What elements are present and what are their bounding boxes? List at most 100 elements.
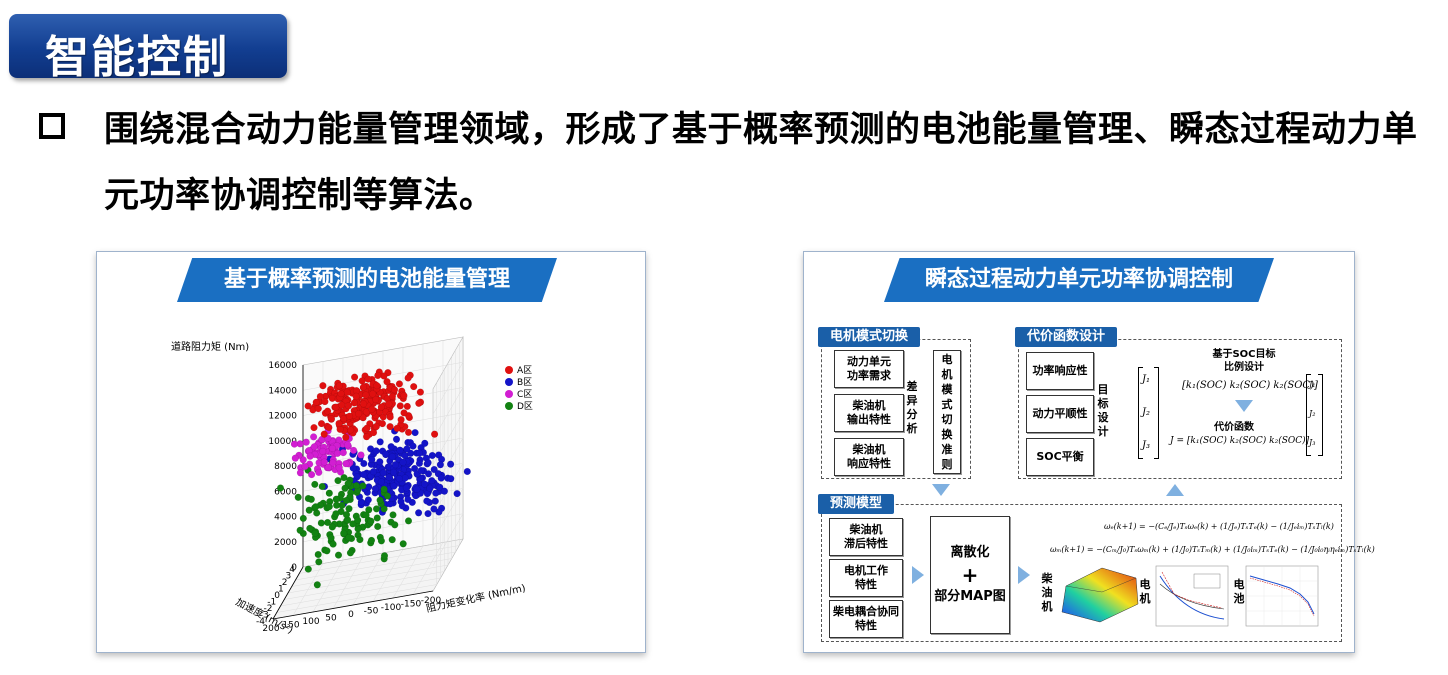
scatter-point: [424, 510, 432, 518]
z-axis-label: 道路阻力矩 (Nm): [171, 340, 249, 353]
scatter-point: [351, 373, 359, 381]
scatter-point: [320, 458, 328, 466]
scatter-point: [380, 372, 388, 380]
scatter-point: [392, 435, 401, 443]
cost-item-2: 动力平顺性: [1026, 395, 1094, 433]
scatter-point: [396, 446, 404, 454]
soc-down-arrow: [1235, 400, 1253, 412]
scatter-point: [350, 446, 358, 454]
battery-curve-plot: [1245, 565, 1319, 627]
scatter-point: [364, 496, 372, 504]
x-tick-label: 0: [348, 610, 354, 620]
predict-model-title: 预测模型: [818, 494, 895, 514]
scatter-point: [329, 459, 337, 467]
legend-label: C区: [517, 389, 532, 400]
z-tick-label: 16000: [268, 361, 297, 371]
y-axis-line: [272, 566, 304, 620]
z-tick-label: 2000: [274, 538, 297, 548]
grid-line: [412, 542, 444, 595]
scatter-point: [380, 552, 389, 560]
scatter-point: [395, 475, 403, 483]
scatter-point: [400, 392, 408, 400]
scatter-point: [319, 382, 327, 390]
scatter-point: [369, 429, 378, 437]
scatter-point: [390, 386, 399, 394]
j3-label: J₃: [1142, 440, 1151, 451]
z-tick-label: 12000: [268, 412, 297, 422]
scatter-point: [388, 536, 396, 544]
section-title-tab: 智能控制: [9, 14, 287, 83]
x-tick-label: -200: [421, 596, 442, 606]
scatter-point: [354, 525, 362, 533]
scatter-point: [365, 483, 373, 491]
scatter-point: [426, 484, 434, 492]
z-tick-label: 0: [291, 563, 297, 573]
scatter-point: [387, 443, 395, 451]
scatter-point: [386, 413, 394, 421]
scatter-point: [415, 399, 423, 407]
j-vector-bracket-left: [1138, 367, 1143, 459]
battery-label: 电池: [1233, 578, 1245, 605]
scatter-point: [291, 454, 299, 462]
scatter-point: [317, 420, 326, 428]
scatter-point: [306, 524, 314, 532]
scatter-point: [311, 529, 319, 537]
scatter-point: [421, 480, 429, 488]
scatter-point: [310, 433, 318, 441]
scatter-point: [327, 415, 335, 423]
scatter-point: [386, 423, 394, 431]
x-tick-label: -50: [364, 607, 379, 617]
discretize-box: 离散化 + 部分MAP图: [930, 516, 1010, 634]
scatter-point: [306, 452, 314, 460]
soc-target-title: 基于SOC目标 比例设计: [1212, 349, 1276, 373]
scatter-point: [391, 461, 400, 469]
motor-switch-title: 电机模式切换: [818, 327, 921, 347]
diesel-map-surface: [1061, 567, 1139, 623]
target-design-label: 目标设计: [1097, 383, 1109, 438]
scatter-point: [385, 400, 393, 408]
scatter-point: [364, 375, 372, 383]
scatter-point: [440, 487, 448, 495]
scatter-point: [430, 465, 438, 474]
scatter-point: [379, 469, 387, 477]
scatter-point: [369, 468, 378, 476]
scatter-point: [395, 380, 403, 388]
plus-sign: +: [961, 563, 979, 587]
cost-item-1: 功率响应性: [1026, 352, 1094, 390]
j-vector-bracket-right: [1154, 367, 1159, 459]
scatter-point: [302, 438, 310, 446]
scatter-point: [296, 526, 304, 534]
motor-input-3-label: 柴油机 响应特性: [847, 443, 891, 470]
left-panel: 基于概率预测的电池能量管理 0 2000 4000 6000 8000 10000 1200…: [96, 251, 646, 653]
y-tick-label: 2: [282, 578, 288, 588]
scatter-point: [328, 394, 336, 402]
scatter-point: [310, 424, 318, 432]
scatter-point: [378, 420, 386, 428]
grid-line: [372, 549, 404, 602]
switch-rule-box: 电机模式切换准则: [933, 350, 961, 474]
scatter-point: [385, 473, 393, 481]
predict-arrow-1: [912, 566, 924, 584]
y-tick-label: 4: [289, 565, 295, 575]
motor-input-1: 动力单元 功率需求: [834, 350, 904, 388]
scatter-point: [368, 455, 376, 464]
y-tick-label: 1: [278, 585, 284, 595]
switch-rule-label: 电机模式切换准则: [941, 353, 953, 471]
scatter-point: [463, 467, 471, 476]
equation-1: ωₑ(k+1) = −(Cₑ/Jₑ)Tₛωₑ(k) + (1/Jₑ)TₛTₑ(k…: [1104, 522, 1334, 531]
j3-label-right: J₃: [1309, 438, 1316, 447]
scatter-point: [313, 581, 321, 589]
scatter-point: [383, 492, 391, 500]
scatter-point: [308, 471, 316, 479]
scatter-point: [299, 456, 307, 464]
scatter-point: [307, 495, 315, 503]
bullet-square-icon: [39, 113, 65, 139]
scatter-point: [296, 469, 304, 477]
scatter-point: [315, 468, 323, 476]
legend-marker: [505, 390, 513, 398]
scatter-point: [369, 390, 377, 398]
scatter-point: [329, 540, 337, 548]
scatter-point: [436, 461, 444, 469]
scatter-point: [411, 429, 419, 437]
scatter-point: [328, 444, 336, 452]
